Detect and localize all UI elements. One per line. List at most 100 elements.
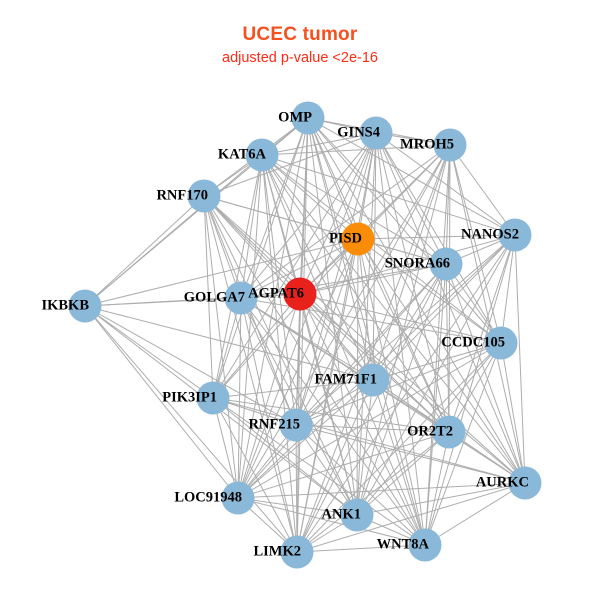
graph-edge <box>240 297 297 426</box>
graph-node-rnf170[interactable] <box>187 179 221 213</box>
graph-edge <box>212 397 526 484</box>
graph-edge <box>261 154 374 381</box>
graph-edge <box>356 431 450 516</box>
graph-edge <box>295 424 450 433</box>
graph-edge <box>203 195 526 484</box>
graph-edge <box>295 234 516 426</box>
graph-edge <box>240 132 377 299</box>
graph-edge <box>299 234 516 295</box>
graph-edge <box>449 144 526 484</box>
graph-node-pik3ip1[interactable] <box>196 381 230 415</box>
graph-node-loc91948[interactable] <box>221 481 255 515</box>
graph-edge <box>296 144 451 553</box>
graph-edge <box>261 144 451 156</box>
graph-edge <box>212 397 298 553</box>
graph-node-mroh5[interactable] <box>433 128 467 162</box>
graph-edge <box>445 144 451 265</box>
graph-node-label-ank1: ANK1 <box>322 506 361 522</box>
graph-edge <box>445 263 450 433</box>
graph-node-label-nanos2: NANOS2 <box>461 226 519 242</box>
graph-node-gins4[interactable] <box>359 116 393 150</box>
graph-edge <box>212 397 450 433</box>
graph-edge <box>424 263 447 546</box>
graph-node-label-gins4: GINS4 <box>337 124 380 140</box>
graph-edge <box>295 132 377 426</box>
graph-node-label-aurkc: AURKC <box>476 474 529 490</box>
graph-edge <box>449 144 516 236</box>
graph-edge <box>84 305 239 499</box>
graph-edge <box>356 144 451 516</box>
graph-edge <box>424 144 451 546</box>
graph-edge <box>261 154 450 433</box>
graph-node-aurkc[interactable] <box>508 466 542 500</box>
graph-node-snora66[interactable] <box>429 247 463 281</box>
graph-node-label-rnf170: RNF170 <box>156 187 208 203</box>
graph-node-or2t2[interactable] <box>432 415 466 449</box>
graph-node-label-wnt8a: WNT8A <box>377 536 430 552</box>
graph-edge <box>295 263 447 426</box>
graph-edge <box>448 234 516 433</box>
graph-edge <box>212 379 374 399</box>
graph-node-label-ccdc105: CCDC105 <box>441 334 505 350</box>
graph-edge <box>240 297 502 344</box>
graph-node-pisd[interactable] <box>341 222 375 256</box>
graph-node-wnt8a[interactable] <box>408 528 442 562</box>
graph-edge <box>237 297 242 499</box>
graph-node-label-pisd: PISD <box>329 230 362 246</box>
graph-edge <box>296 431 450 553</box>
graph-edge <box>307 117 516 236</box>
graph-node-kat6a[interactable] <box>245 138 279 172</box>
graph-edge <box>375 132 516 236</box>
graph-edge <box>296 263 447 553</box>
graph-node-label-agpat6: AGPAT6 <box>248 285 304 301</box>
graph-node-rnf215[interactable] <box>279 408 313 442</box>
graph-edge <box>237 154 263 499</box>
graph-edge <box>84 305 298 553</box>
graph-edge <box>237 497 358 516</box>
node-layer <box>68 101 542 569</box>
graph-edge <box>375 132 447 265</box>
graph-edge <box>372 342 502 381</box>
graph-edge <box>84 238 359 307</box>
graph-node-limk2[interactable] <box>280 535 314 569</box>
graph-edge <box>261 154 297 426</box>
graph-edge <box>295 424 526 484</box>
graph-edge <box>296 544 426 553</box>
graph-edge <box>424 431 450 546</box>
graph-edge <box>295 342 502 426</box>
graph-edge <box>203 195 239 499</box>
graph-edge <box>212 297 242 399</box>
graph-edge <box>261 154 447 265</box>
graph-node-nanos2[interactable] <box>498 218 532 252</box>
graph-edge <box>84 305 214 399</box>
graph-edge <box>449 144 502 344</box>
graph-edge <box>84 305 297 426</box>
graph-node-fam71f1[interactable] <box>356 363 390 397</box>
graph-edge <box>372 263 447 381</box>
graph-edge <box>299 293 358 516</box>
graph-edge <box>295 424 426 546</box>
graph-node-ank1[interactable] <box>340 498 374 532</box>
graph-node-label-or2t2: OR2T2 <box>407 423 453 439</box>
graph-node-omp[interactable] <box>291 101 325 135</box>
graph-edge <box>84 305 374 381</box>
page-subtitle: adjusted p-value <2e-16 <box>222 49 378 66</box>
graph-edge <box>299 293 502 344</box>
graph-edge <box>296 482 526 553</box>
graph-node-label-loc91948: LOC91948 <box>174 489 242 505</box>
graph-edge <box>357 234 516 240</box>
graph-node-golga7[interactable] <box>224 281 258 315</box>
graph-node-label-fam71f1: FAM71F1 <box>314 371 377 387</box>
graph-edge <box>203 195 242 299</box>
graph-edge <box>237 293 301 499</box>
graph-edge <box>296 379 374 553</box>
graph-edge <box>203 195 301 295</box>
graph-node-ikbkb[interactable] <box>68 289 102 323</box>
graph-node-agpat6[interactable] <box>283 277 317 311</box>
graph-node-label-omp: OMP <box>278 109 312 125</box>
graph-edge <box>261 154 502 344</box>
graph-node-label-snora66: SNORA66 <box>385 255 450 271</box>
graph-node-ccdc105[interactable] <box>484 326 518 360</box>
